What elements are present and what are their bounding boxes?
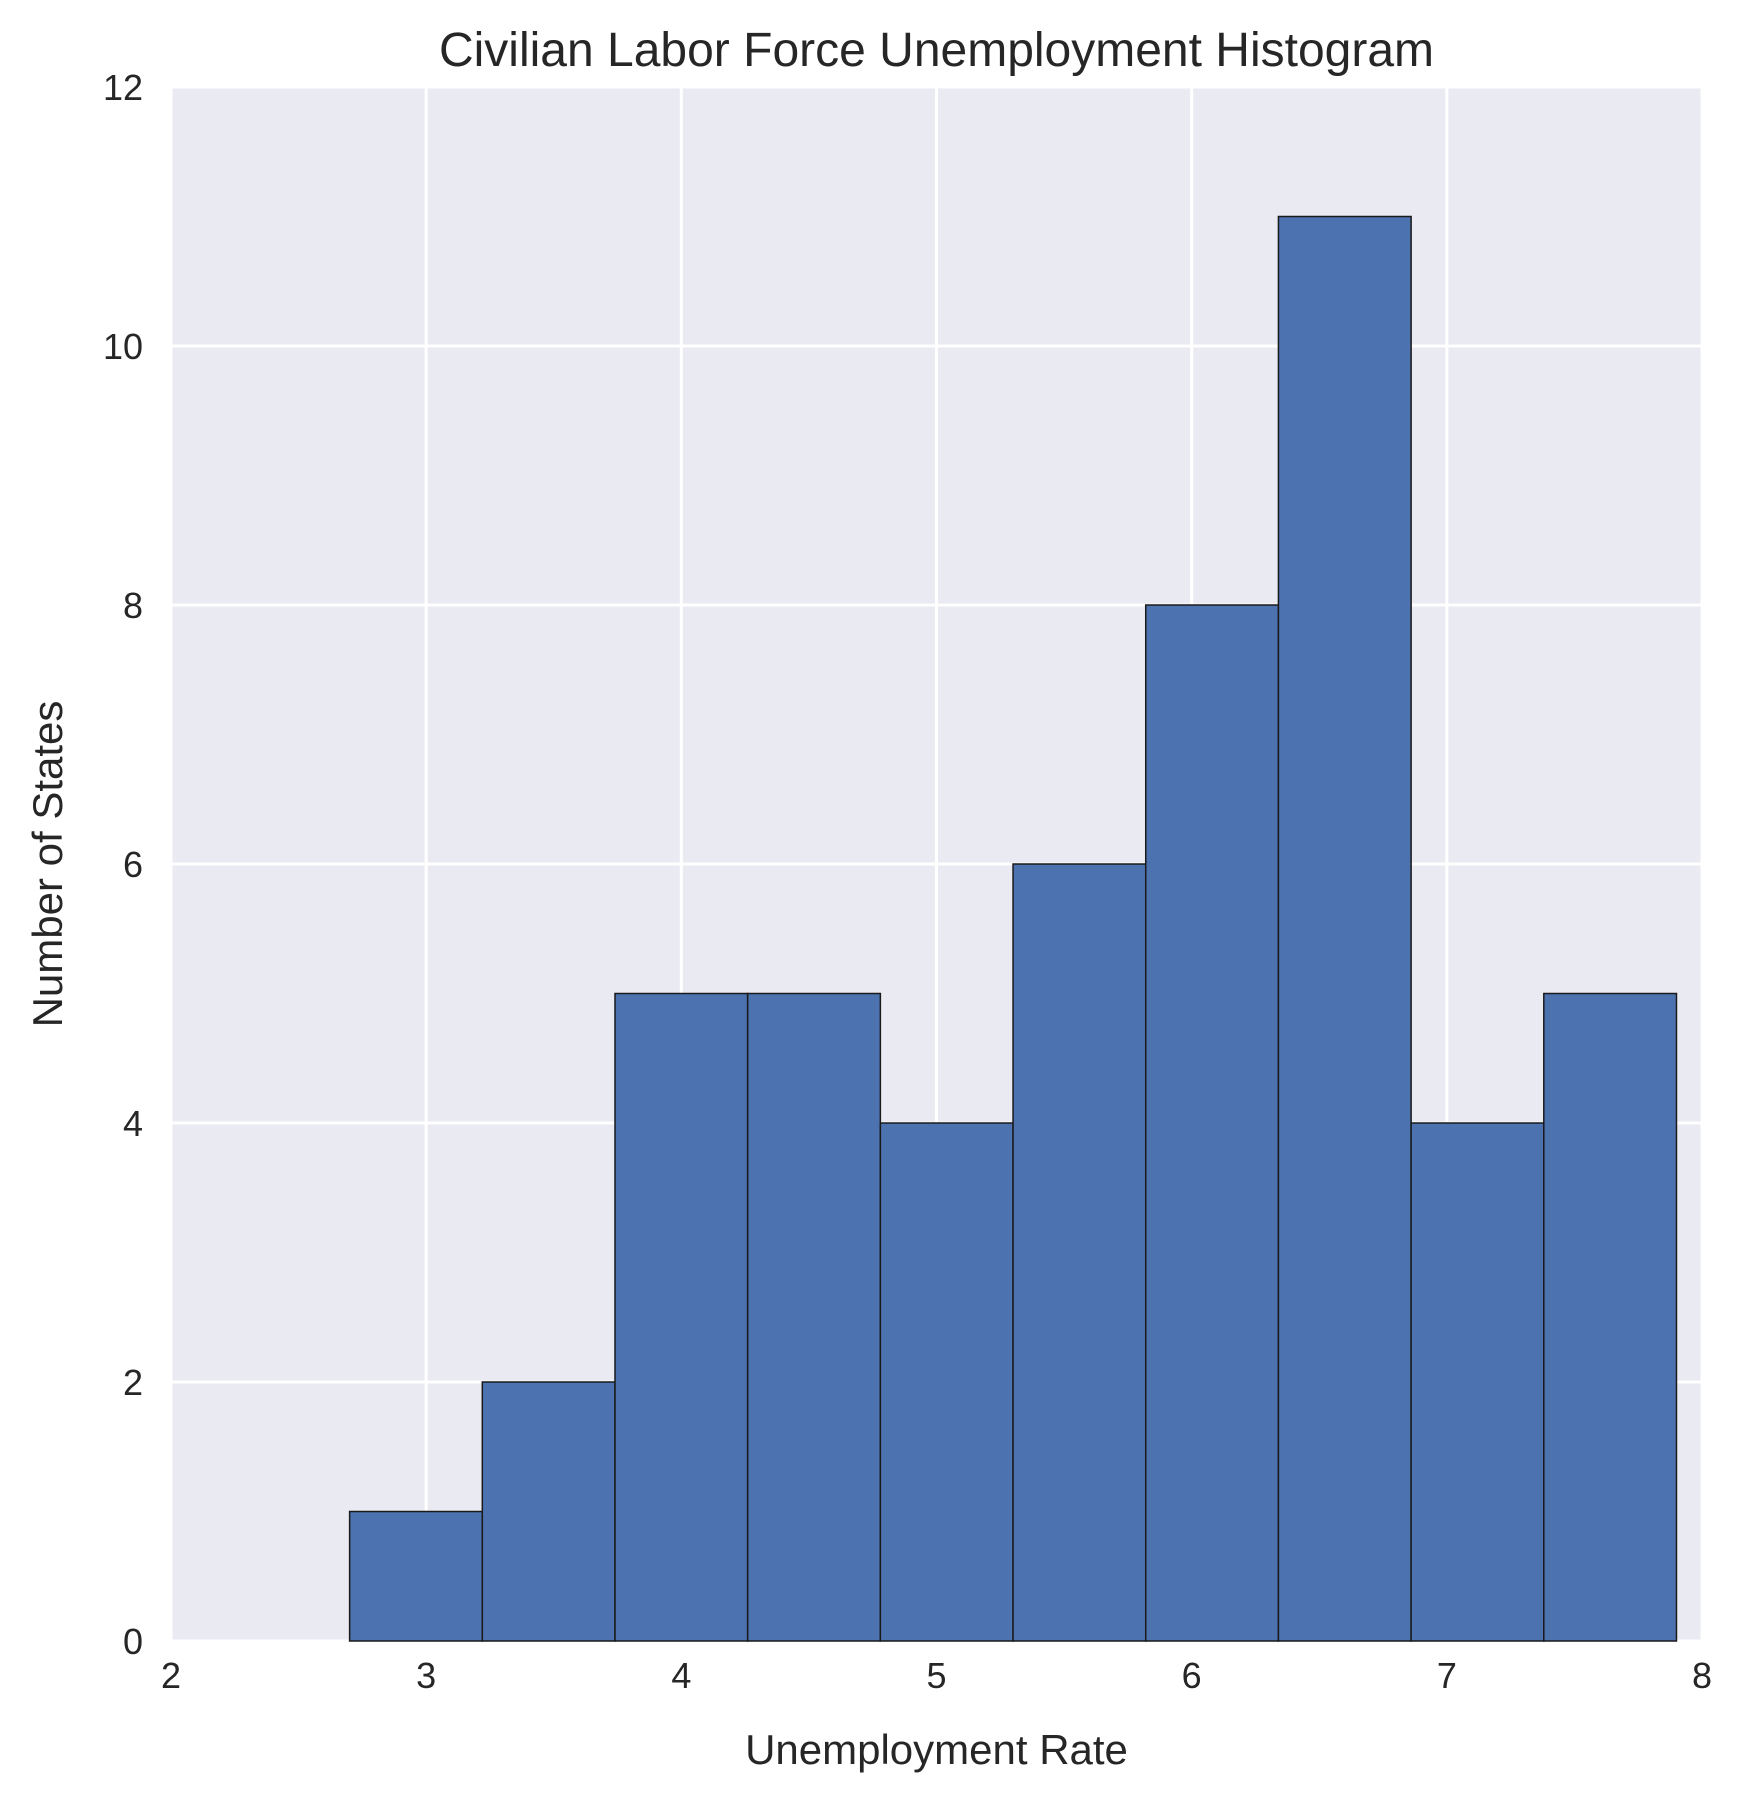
histogram-bar — [348, 1510, 484, 1642]
histogram-bar — [614, 992, 749, 1642]
x-tick-label: 5 — [926, 1655, 946, 1696]
y-axis-label: Number of States — [24, 701, 71, 1028]
x-tick-label: 6 — [1182, 1655, 1202, 1696]
x-tick-label: 7 — [1437, 1655, 1457, 1696]
y-tick-label: 12 — [103, 67, 143, 108]
x-tick-label: 8 — [1692, 1655, 1712, 1696]
y-tick-label: 10 — [103, 326, 143, 367]
x-tick-label: 3 — [416, 1655, 436, 1696]
y-tick-labels: 0 2 4 6 8 10 12 — [103, 67, 143, 1662]
y-tick-label: 8 — [123, 585, 143, 626]
x-tick-label: 4 — [671, 1655, 691, 1696]
y-tick-label: 0 — [123, 1621, 143, 1662]
histogram-bar — [1277, 215, 1412, 1642]
chart-title: Civilian Labor Force Unemployment Histog… — [439, 24, 1434, 77]
y-tick-label: 2 — [123, 1362, 143, 1403]
x-axis-label: Unemployment Rate — [745, 1726, 1128, 1773]
x-tick-label: 2 — [161, 1655, 181, 1696]
histogram-bar — [481, 1381, 616, 1642]
histogram-bars — [348, 215, 1678, 1642]
histogram-bar — [1410, 1122, 1545, 1642]
histogram-bar — [879, 1122, 1014, 1642]
y-tick-label: 4 — [123, 1103, 143, 1144]
histogram-bar — [1012, 863, 1147, 1642]
y-tick-label: 6 — [123, 844, 143, 885]
histogram-bar — [1543, 992, 1678, 1642]
histogram-bar — [746, 992, 882, 1642]
x-tick-labels: 2 3 4 5 6 7 8 — [161, 1655, 1712, 1696]
histogram-bar — [1144, 604, 1280, 1642]
